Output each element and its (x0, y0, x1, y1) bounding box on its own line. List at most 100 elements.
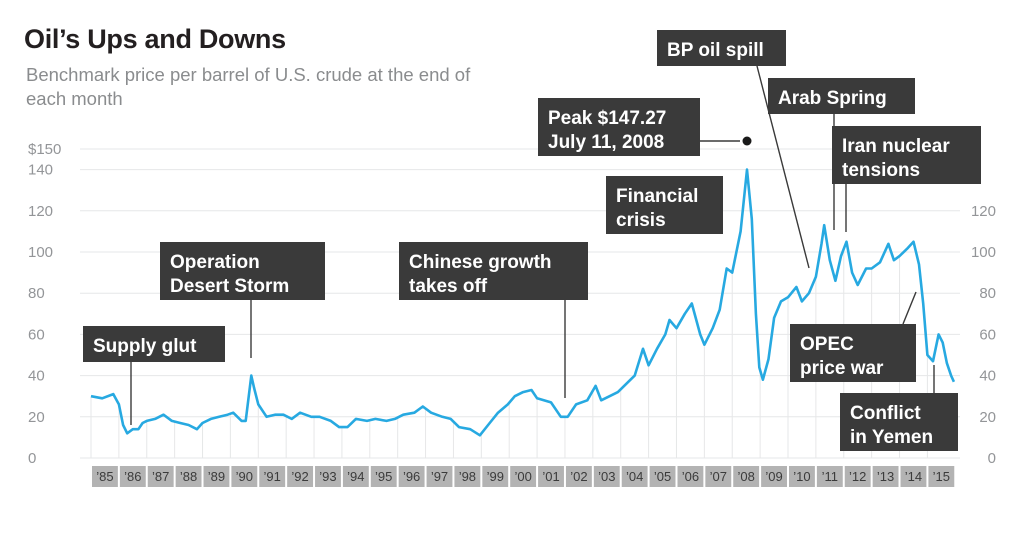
yemen-box (840, 393, 958, 451)
x-tick-box (92, 466, 118, 487)
y-tick-left: $150 (28, 141, 61, 158)
desert-storm-box (160, 242, 325, 300)
x-tick-box (761, 466, 787, 487)
x-tick-label: ’98 (459, 469, 476, 484)
x-tick-box (705, 466, 732, 487)
iran-text: Iran nuclear (842, 136, 950, 157)
x-tick-box (593, 466, 620, 487)
x-tick-box (119, 466, 146, 487)
price-line (90, 168, 956, 437)
y-tick-left: 80 (28, 285, 45, 302)
x-tick-label: ’12 (849, 469, 866, 484)
y-tick-left: 40 (28, 368, 45, 385)
x-tick-label: ’06 (682, 469, 699, 484)
y-tick-left: 60 (28, 326, 45, 343)
x-tick-label: ’87 (152, 469, 169, 484)
x-tick-label: ’93 (319, 469, 336, 484)
x-tick-box (677, 466, 704, 487)
x-tick-label: ’07 (710, 469, 727, 484)
y-tick-left: 140 (28, 162, 53, 179)
x-tick-label: ’03 (598, 469, 615, 484)
opec-text: OPEC (800, 334, 854, 355)
x-tick-label: ’09 (765, 469, 782, 484)
gridlines (80, 148, 960, 459)
y-tick-right: 80 (979, 285, 996, 302)
x-tick-label: ’99 (487, 469, 504, 484)
financial-crisis-text: crisis (616, 210, 666, 231)
x-tick-label: ’05 (654, 469, 671, 484)
y-tick-right: 100 (971, 244, 996, 261)
x-tick-box (203, 466, 230, 487)
x-tick-box (147, 466, 174, 487)
x-tick-box (175, 466, 202, 487)
x-tick-label: ’13 (877, 469, 894, 484)
chinese-growth-text: Chinese growth (409, 252, 552, 273)
x-tick-label: ’88 (180, 469, 197, 484)
x-tick-box (510, 466, 537, 487)
y-tick-left: 20 (28, 409, 45, 426)
x-tick-label: ’11 (822, 469, 838, 484)
opec-box (790, 324, 916, 382)
x-tick-label: ’15 (933, 469, 950, 484)
x-tick-box (315, 466, 341, 487)
x-tick-label: ’10 (793, 469, 810, 484)
y-axis-ticks: $150 140 120 100 80 60 40 20 0 120 100 80 60 40 20 0 (28, 141, 996, 467)
opec-text: price war (800, 358, 884, 379)
bp-spill-box (657, 30, 786, 66)
x-tick-box (482, 466, 509, 487)
y-tick-left: 120 (28, 203, 53, 220)
financial-crisis-box (606, 176, 723, 234)
iran-box (832, 126, 981, 184)
x-tick-box (649, 466, 676, 487)
x-tick-label: ’95 (375, 469, 392, 484)
x-tick-box (789, 466, 815, 487)
x-tick-label: ’86 (124, 469, 141, 484)
chart-subtitle: Benchmark price per barrel of U.S. crude… (26, 64, 471, 109)
x-tick-label: ’85 (96, 469, 113, 484)
chinese-growth-box (399, 242, 588, 300)
peak-text: Peak $147.27 (548, 108, 666, 129)
x-tick-box (538, 466, 564, 487)
x-tick-box (370, 466, 397, 487)
bp-spill-text: BP oil spill (667, 40, 764, 61)
x-tick-label: ’94 (347, 469, 364, 484)
x-tick-box (398, 466, 425, 487)
desert-storm-text: Operation (170, 252, 260, 273)
arab-spring-text: Arab Spring (778, 88, 887, 109)
x-tick-box (816, 466, 843, 487)
chart-title: Oil’s Ups and Downs (24, 24, 286, 54)
yemen-text: Conflict (850, 403, 921, 424)
chinese-growth-text: takes off (409, 276, 488, 297)
desert-storm-text: Desert Storm (170, 276, 289, 297)
x-tick-label: ’04 (626, 469, 643, 484)
y-tick-right: 0 (988, 450, 996, 467)
y-tick-left: 0 (28, 450, 36, 467)
y-tick-right: 20 (979, 409, 996, 426)
x-tick-box (621, 466, 648, 487)
x-tick-box (342, 466, 369, 487)
y-tick-right: 40 (979, 368, 996, 385)
arab-spring-box (768, 78, 915, 114)
supply-glut-text: Supply glut (93, 336, 197, 357)
x-tick-label: ’02 (570, 469, 587, 484)
leader-line (902, 291, 917, 325)
x-tick-box (733, 466, 760, 487)
annotations: Supply glut Operation Desert Storm Chinese … (83, 30, 981, 451)
x-tick-box (928, 466, 955, 487)
x-tick-box (872, 466, 899, 487)
iran-text: tensions (842, 160, 920, 181)
supply-glut-box (83, 326, 225, 362)
x-tick-box (844, 466, 871, 487)
x-tick-box (231, 466, 258, 487)
x-tick-label: ’00 (514, 469, 531, 484)
y-tick-right: 120 (971, 203, 996, 220)
y-tick-right: 60 (979, 326, 996, 343)
x-tick-label: ’91 (264, 469, 281, 484)
peak-box (538, 98, 700, 156)
x-axis-ticks: ’85 ’86 ’87 ’88 ’89 ’90 ’91 ’92 ’93 ’94 ’95 ’96 ’97 ’… (92, 466, 955, 487)
x-tick-label: ’01 (542, 469, 559, 484)
yemen-text: in Yemen (850, 427, 933, 448)
x-tick-label: ’14 (905, 469, 922, 484)
x-tick-box (565, 466, 592, 487)
x-tick-label: ’92 (291, 469, 308, 484)
